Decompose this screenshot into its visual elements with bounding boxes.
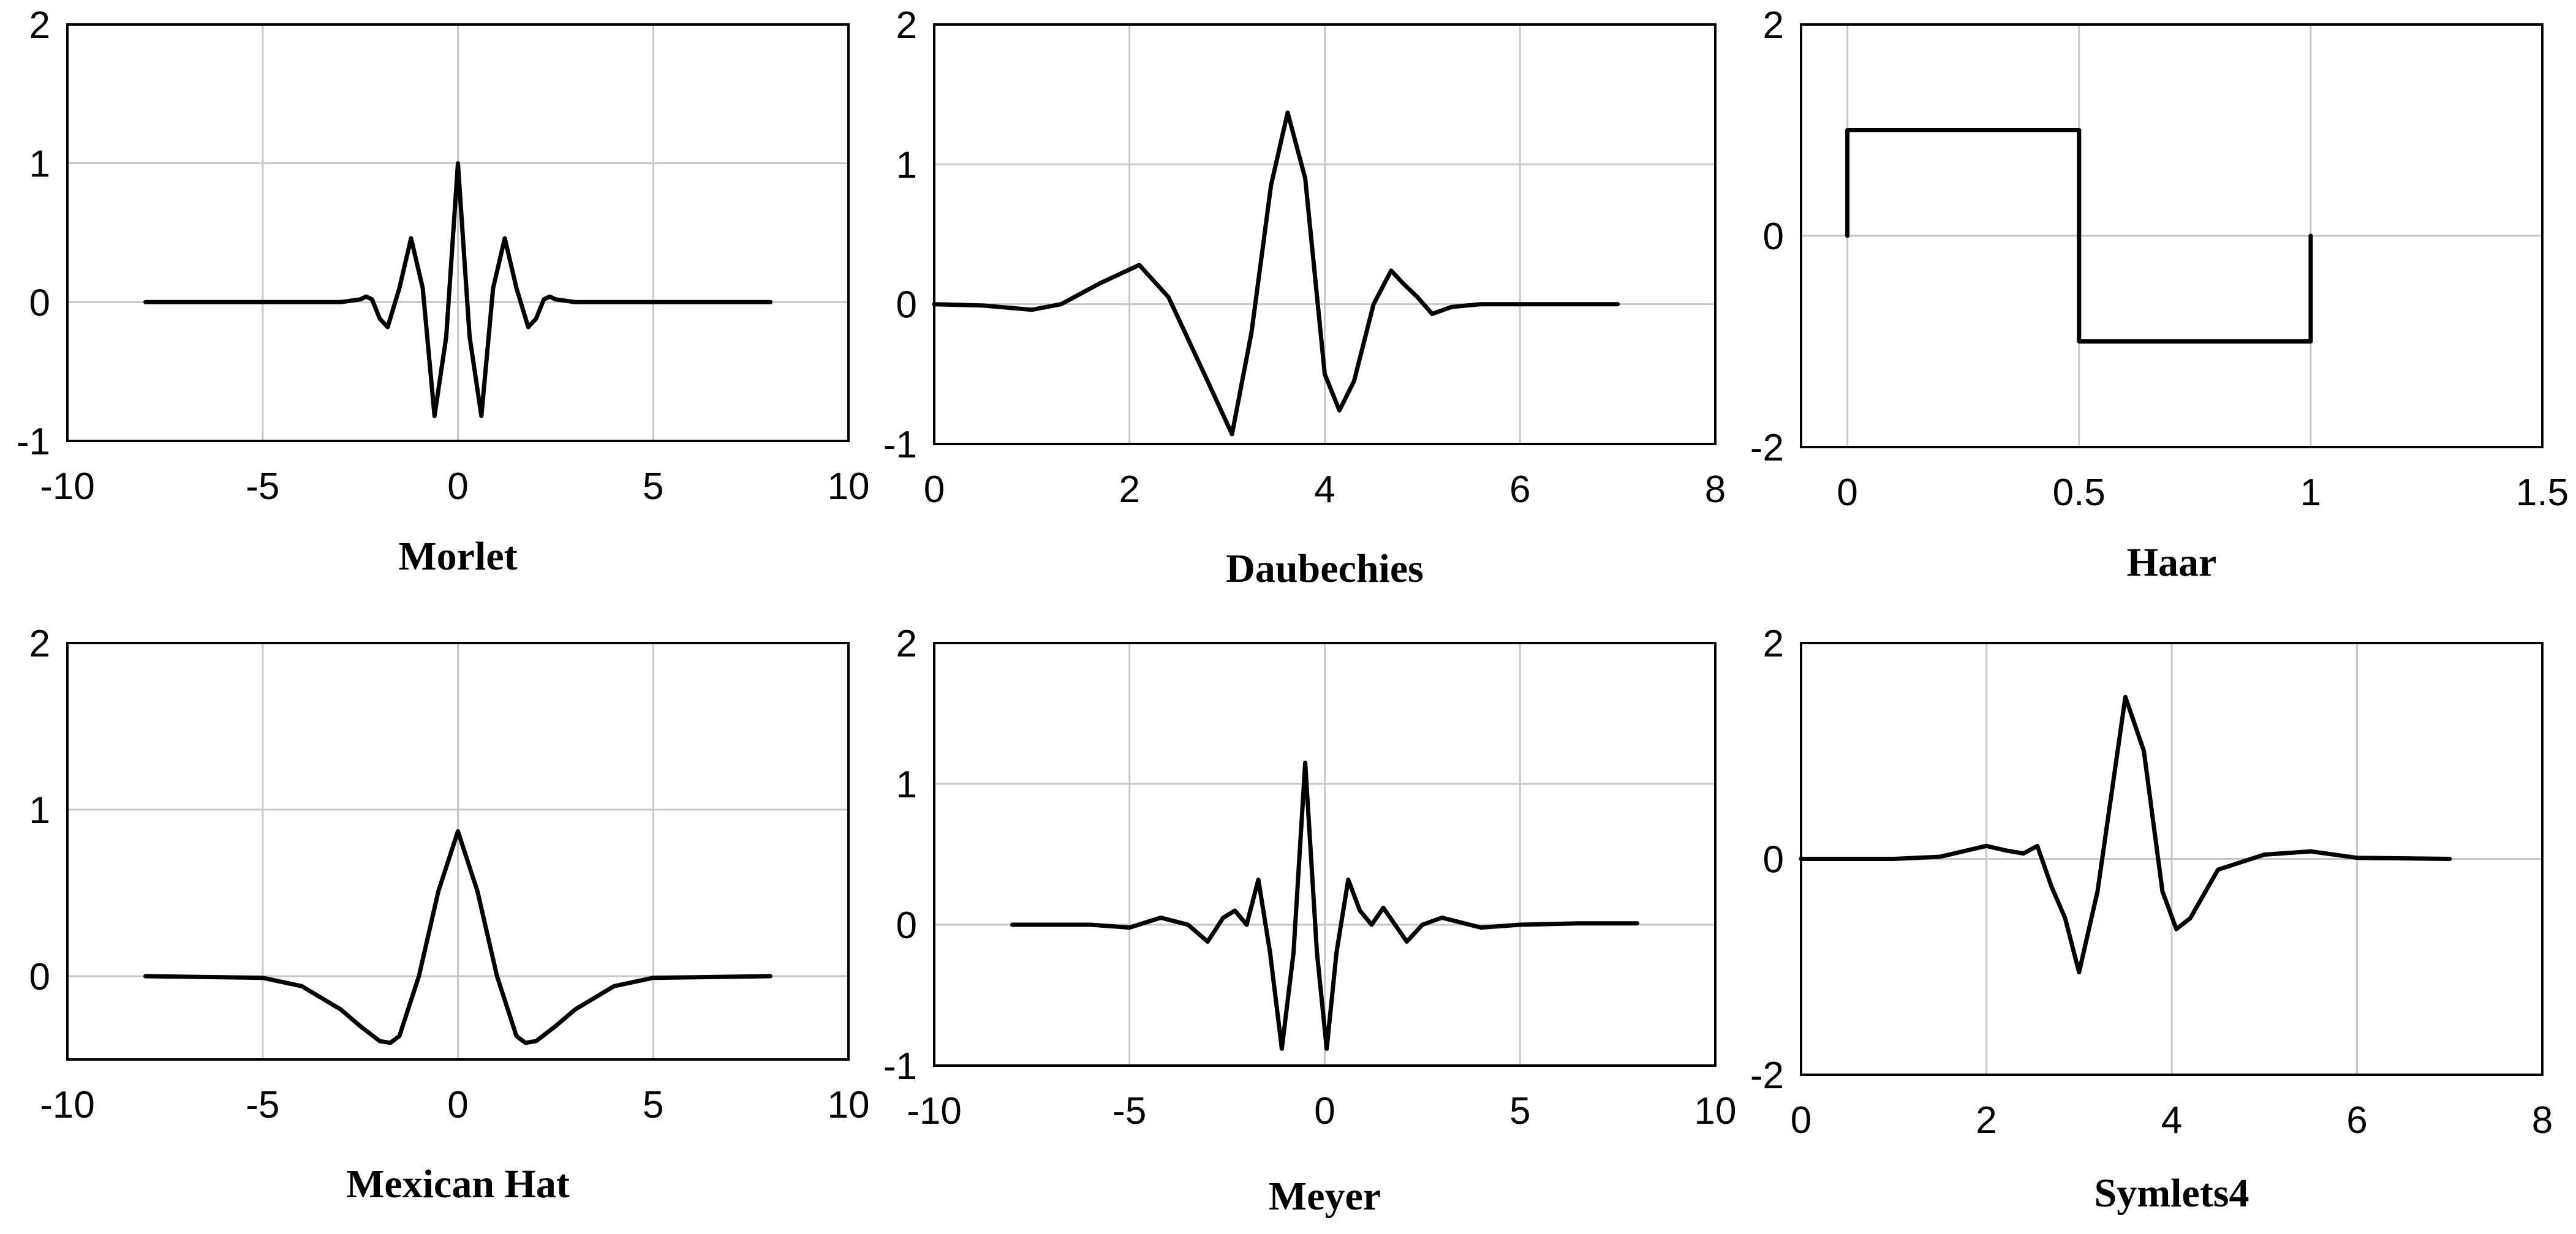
morlet-axes-frame — [66, 23, 850, 442]
morlet-title: Morlet — [398, 534, 517, 579]
meyer-x-tick-label-0: -10 — [907, 1090, 962, 1132]
meyer-x-tick-label-1: -5 — [1112, 1090, 1146, 1132]
mexican-hat-y-tick-label-1: 1 — [29, 789, 50, 832]
morlet-x-tick-label-1: -5 — [246, 465, 279, 508]
symlets4-x-tick-label-4: 8 — [2532, 1099, 2553, 1142]
daubechies-title: Daubechies — [1226, 546, 1424, 591]
symlets4-title: Symlets4 — [2094, 1171, 2249, 1216]
mexican-hat-y-tick-label-0: 0 — [29, 956, 50, 998]
daubechies-y-tick-label-0: -1 — [883, 424, 917, 466]
mexican-hat-x-tick-label-1: -5 — [246, 1084, 279, 1126]
meyer-y-tick-label-0: -1 — [883, 1045, 917, 1088]
morlet-y-tick-label-1: 0 — [29, 282, 50, 324]
symlets4-axes-frame — [1800, 642, 2544, 1076]
mexican-hat-x-tick-label-0: -10 — [40, 1084, 95, 1126]
daubechies-x-tick-label-3: 6 — [1509, 468, 1530, 511]
symlets4-curve — [1799, 694, 2452, 975]
mexican-hat-x-tick-label-2: 0 — [447, 1084, 468, 1126]
meyer-y-tick-label-1: 0 — [896, 905, 917, 947]
meyer-x-tick-label-3: 5 — [1509, 1090, 1530, 1132]
haar-x-tick-label-1: 0.5 — [2053, 472, 2106, 514]
morlet-x-tick-label-2: 0 — [447, 465, 468, 508]
morlet-y-tick-label-0: -1 — [17, 421, 50, 463]
haar-x-tick-label-0: 0 — [1837, 472, 1857, 514]
symlets4-x-tick-label-1: 2 — [1976, 1099, 1996, 1142]
mexican-hat-y-tick-label-2: 2 — [29, 623, 50, 665]
haar-y-tick-label-1: 0 — [1763, 216, 1784, 258]
mexican-hat-title: Mexican Hat — [346, 1162, 570, 1206]
symlets4-x-tick-label-0: 0 — [1791, 1099, 1811, 1142]
haar-chart: 0 0.5 1 1.5 -2 0 2 Haar — [1750, 4, 2569, 585]
mexican-hat-chart: -10 -5 0 5 10 0 1 2 Mexican Hat — [29, 623, 870, 1206]
haar-y-tick-label-0: -2 — [1750, 427, 1784, 469]
daubechies-y-tick-label-3: 2 — [896, 4, 917, 47]
meyer-curve — [1010, 761, 1639, 1051]
morlet-x-tick-label-4: 10 — [828, 465, 870, 508]
haar-title: Haar — [2127, 540, 2217, 585]
haar-x-tick-label-3: 1.5 — [2516, 472, 2569, 514]
morlet-y-tick-label-2: 1 — [29, 143, 50, 186]
morlet-x-tick-label-3: 5 — [643, 465, 663, 508]
meyer-axes-frame — [933, 642, 1717, 1067]
daubechies-y-tick-label-1: 0 — [896, 284, 917, 326]
daubechies-x-tick-label-0: 0 — [924, 468, 945, 511]
meyer-x-tick-label-4: 10 — [1694, 1090, 1737, 1132]
symlets4-x-tick-label-2: 4 — [2161, 1099, 2182, 1142]
mexican-hat-curve — [143, 829, 772, 1045]
daubechies-curve — [932, 110, 1620, 437]
morlet-x-tick-label-0: -10 — [40, 465, 95, 508]
morlet-y-tick-label-3: 2 — [29, 4, 50, 47]
symlets4-y-tick-label-1: 0 — [1763, 839, 1784, 881]
haar-curve — [1845, 128, 2313, 344]
daubechies-axes-frame — [933, 23, 1717, 445]
haar-y-tick-label-2: 2 — [1763, 4, 1784, 47]
daubechies-x-tick-label-2: 4 — [1314, 468, 1335, 511]
symlets4-x-tick-label-3: 6 — [2346, 1099, 2367, 1142]
daubechies-y-tick-label-2: 1 — [896, 144, 917, 186]
meyer-y-tick-label-2: 1 — [896, 764, 917, 806]
mexican-hat-x-tick-label-4: 10 — [828, 1084, 870, 1126]
meyer-x-tick-label-2: 0 — [1314, 1090, 1335, 1132]
haar-axes-frame — [1800, 23, 2544, 448]
haar-x-tick-label-2: 1 — [2300, 472, 2321, 514]
meyer-title: Meyer — [1269, 1174, 1381, 1219]
meyer-y-tick-label-3: 2 — [896, 623, 917, 665]
mexican-hat-x-tick-label-3: 5 — [643, 1084, 663, 1126]
symlets4-y-tick-label-0: -2 — [1750, 1055, 1784, 1097]
mexican-hat-axes-frame — [66, 642, 850, 1061]
symlets4-y-tick-label-2: 2 — [1763, 623, 1784, 665]
morlet-curve — [143, 161, 772, 418]
daubechies-x-tick-label-4: 8 — [1705, 468, 1726, 511]
daubechies-x-tick-label-1: 2 — [1119, 468, 1140, 511]
